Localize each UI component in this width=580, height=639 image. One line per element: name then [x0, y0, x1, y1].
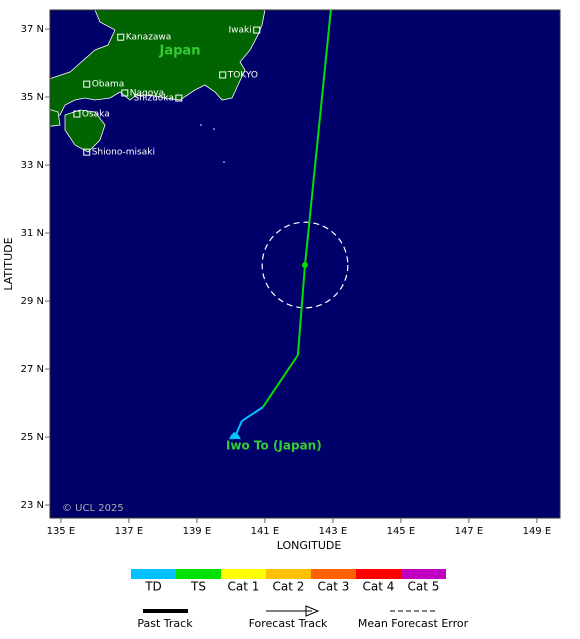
city-marker [121, 89, 129, 97]
city-marker [117, 33, 125, 41]
legend-label: Past Track [137, 617, 193, 630]
city-label: Obama [92, 80, 125, 90]
scale-swatch [176, 569, 221, 579]
scale-label: TD [144, 580, 162, 594]
city-label: Nagoya [130, 88, 164, 98]
y-tick-label: 31 N [21, 228, 44, 239]
scale-label: Cat 2 [273, 580, 305, 594]
x-tick-label: 137 E [115, 526, 144, 537]
honshu [50, 10, 266, 119]
x-tick-label: 147 E [455, 526, 484, 537]
scale-swatch [311, 569, 356, 579]
city-label: Shiono-misaki [92, 148, 155, 158]
scale-label: Cat 4 [363, 580, 395, 594]
city-marker [83, 148, 91, 156]
forecast-arrow [305, 605, 320, 617]
x-axis-title: LONGITUDE [277, 539, 342, 552]
scale-label: Cat 1 [228, 580, 260, 594]
scale-label: Cat 5 [408, 580, 440, 594]
city-label: TOKYO [227, 70, 258, 80]
land [50, 10, 266, 163]
location-label: Iwo To (Japan) [226, 439, 322, 453]
track-segment [262, 354, 299, 408]
y-tick-label: 27 N [21, 364, 44, 375]
scale-swatch [131, 569, 176, 579]
plot-frame [49, 9, 561, 519]
city-marker [73, 110, 81, 118]
forecast-error-circle [261, 221, 349, 309]
scale-label: TS [190, 580, 206, 594]
track-segment [296, 264, 306, 356]
city-label: Kanazawa [126, 33, 172, 43]
city-marker [83, 80, 91, 88]
forecast-point [302, 262, 308, 269]
x-tick-label: 143 E [319, 526, 348, 537]
shikoku [50, 109, 61, 127]
x-tick-label: 139 E [183, 526, 212, 537]
legend-label: Mean Forecast Error [358, 617, 469, 630]
city-label: Osaka [82, 110, 110, 120]
track-segment [241, 406, 264, 422]
x-tick-label: 135 E [47, 526, 76, 537]
kii-peninsula [64, 109, 106, 153]
legend-label: Forecast Track [249, 617, 328, 630]
land-label: Japan [159, 44, 201, 59]
island [213, 128, 215, 130]
track-segment [304, 9, 332, 266]
scale-swatch [221, 569, 266, 579]
y-tick-label: 35 N [21, 92, 44, 103]
x-tick-label: 141 E [251, 526, 280, 537]
scale-swatch [266, 569, 311, 579]
y-tick-label: 29 N [21, 296, 44, 307]
y-tick-label: 23 N [21, 500, 44, 511]
y-tick-label: 25 N [21, 432, 44, 443]
scale-label: Cat 3 [318, 580, 350, 594]
y-tick-label: 37 N [21, 24, 44, 35]
x-tick-label: 149 E [523, 526, 552, 537]
scale-swatch [356, 569, 401, 579]
city-marker [175, 94, 183, 102]
island [223, 161, 225, 163]
city-label: Shizuoka [133, 94, 173, 104]
city-marker [219, 71, 227, 79]
city-marker [253, 26, 261, 34]
x-tick-label: 145 E [387, 526, 416, 537]
y-axis-title: LATITUDE [2, 237, 15, 290]
credit: © UCL 2025 [62, 503, 124, 514]
legend: Past Track Forecast Track Mean Forecast … [131, 569, 469, 630]
city-label: Iwaki [228, 26, 251, 36]
scale-swatch [401, 569, 446, 579]
y-tick-label: 33 N [21, 160, 44, 171]
storm-icon [228, 432, 241, 440]
island [200, 124, 202, 126]
